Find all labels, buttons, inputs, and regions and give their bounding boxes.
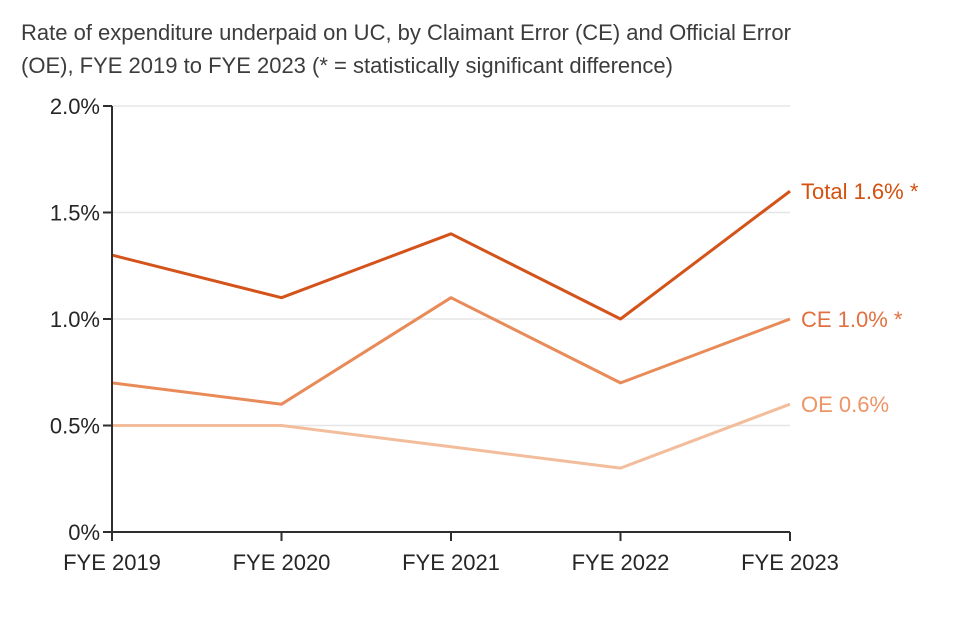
chart-title: Rate of expenditure underpaid on UC, by … — [21, 16, 791, 82]
series-line-total — [111, 190, 791, 321]
y-tick-label: 0.5% — [50, 414, 100, 439]
x-tick-label: FYE 2021 — [402, 550, 500, 575]
chart-title-line1: Rate of expenditure underpaid on UC, by … — [21, 20, 791, 45]
series-line-oe — [112, 402, 791, 470]
series-label-total: Total 1.6% * — [801, 179, 919, 204]
series-label-ce: CE 1.0% * — [801, 307, 903, 332]
x-tick-label: FYE 2022 — [572, 550, 670, 575]
series-label-oe: OE 0.6% — [801, 392, 889, 417]
y-tick-label: 2.0% — [50, 94, 100, 119]
series-line-ce — [111, 296, 791, 406]
x-tick-label: FYE 2023 — [741, 550, 839, 575]
y-tick-label: 1.0% — [50, 307, 100, 332]
y-tick-label: 1.5% — [50, 201, 100, 226]
x-tick-label: FYE 2020 — [233, 550, 331, 575]
y-tick-label: 0% — [68, 520, 100, 545]
x-tick-label: FYE 2019 — [63, 550, 161, 575]
chart-title-line2: (OE), FYE 2019 to FYE 2023 (* = statisti… — [21, 53, 673, 78]
